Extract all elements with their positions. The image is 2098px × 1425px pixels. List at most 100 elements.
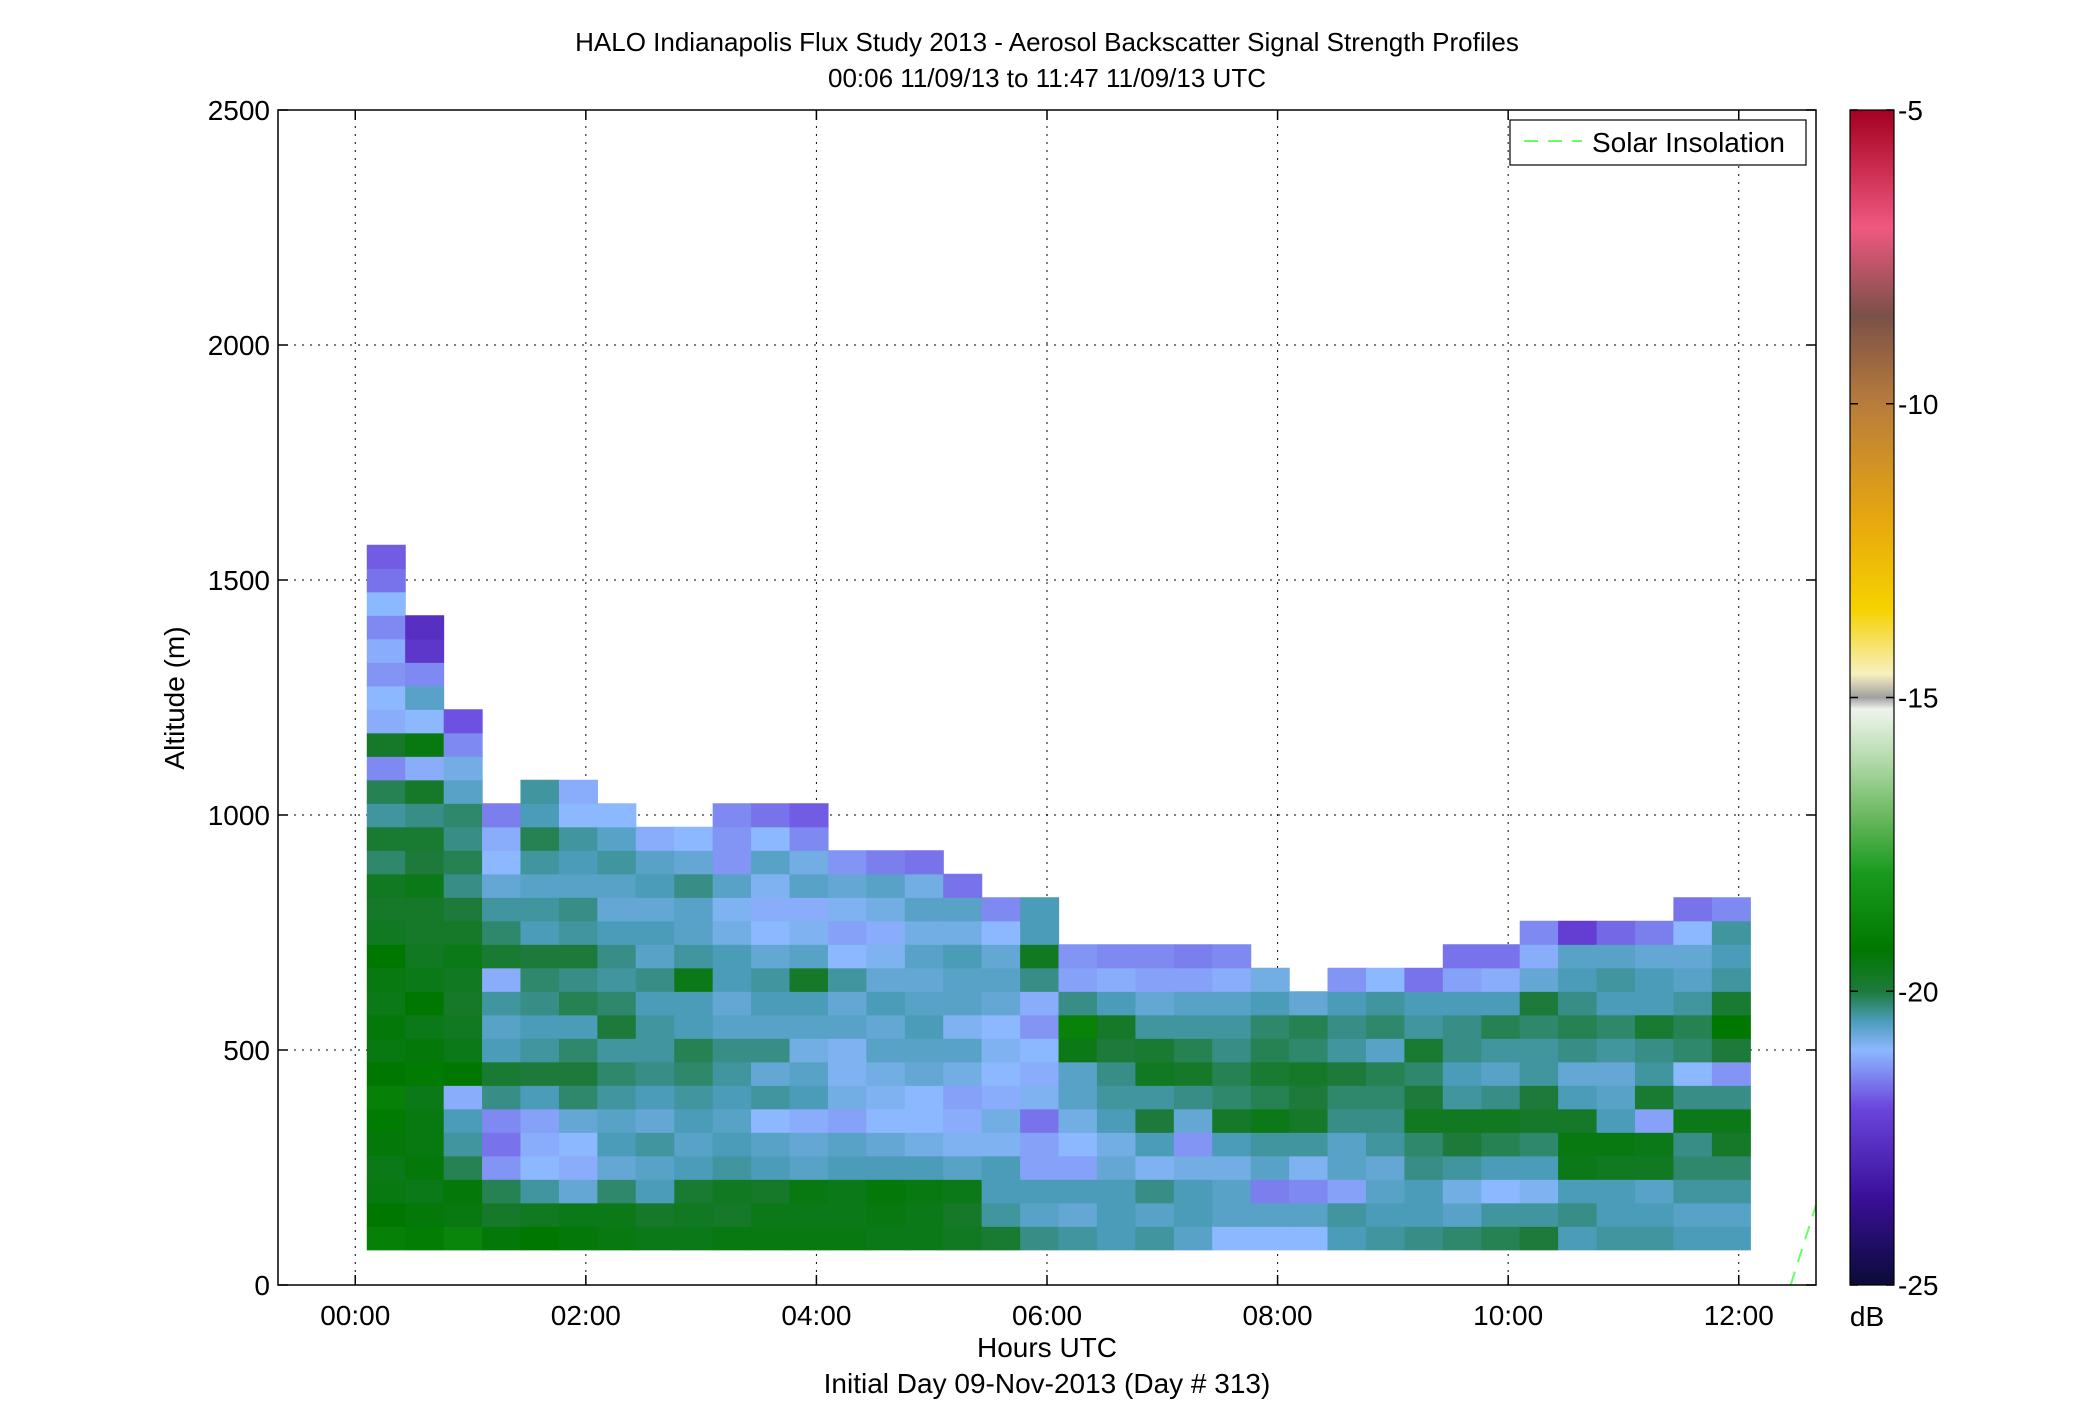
heatmap-cell [1250,1155,1290,1180]
heatmap-cell [558,1202,598,1227]
heatmap-cell [366,1202,406,1227]
heatmap-cell [443,1038,483,1063]
heatmap-cell [751,1226,791,1251]
heatmap-cell [366,568,406,593]
heatmap-cell [1404,1226,1444,1251]
heatmap-cell [443,1132,483,1157]
colorbar-tick-label: -15 [1898,683,1938,714]
heatmap-cell [751,1061,791,1086]
heatmap-cell [1596,1202,1636,1227]
heatmap-cell [866,1155,906,1180]
heatmap-cell [712,803,752,828]
heatmap-cell [635,1226,675,1251]
heatmap-cell [520,967,560,992]
heatmap-cell [866,850,906,875]
heatmap-cell [558,803,598,828]
heatmap-cell [405,1202,445,1227]
heatmap-cell [1173,1085,1213,1110]
heatmap-cell [1173,1038,1213,1063]
heatmap-cell [866,1132,906,1157]
heatmap-cell [1212,1226,1252,1251]
heatmap-cell [520,1038,560,1063]
heatmap-cell [674,850,714,875]
heatmap-cell [1020,1155,1060,1180]
heatmap-cell [904,1085,944,1110]
heatmap-cell [981,1155,1021,1180]
heatmap-cell [1096,1155,1136,1180]
heatmap-cell [1711,1014,1751,1039]
heatmap-cell [366,756,406,781]
heatmap-cell [712,1132,752,1157]
heatmap-cell [1634,967,1674,992]
heatmap-cell [366,826,406,851]
heatmap-cell [1634,1132,1674,1157]
heatmap-cell [1173,944,1213,969]
x-tick-label: 12:00 [1704,1300,1774,1331]
heatmap-cell [1558,1202,1598,1227]
heatmap-cell [1711,967,1751,992]
heatmap-cell [866,967,906,992]
heatmap-cell [1096,1061,1136,1086]
heatmap-cell [482,1179,522,1204]
heatmap-cell [405,991,445,1016]
heatmap-cell [482,944,522,969]
heatmap-cell [482,1061,522,1086]
heatmap-cell [520,897,560,922]
heatmap-cell [674,873,714,898]
heatmap-cell [1173,1108,1213,1133]
heatmap-cell [904,1014,944,1039]
heatmap-cell [366,850,406,875]
heatmap-cell [943,1179,983,1204]
heatmap-cell [1596,1085,1636,1110]
solar-insolation-line [1789,1204,1816,1285]
heatmap-cell [443,897,483,922]
heatmap-cell [1673,897,1713,922]
heatmap-cell [1135,1061,1175,1086]
heatmap-cell [482,1226,522,1251]
heatmap-cell [712,850,752,875]
legend: Solar Insolation [1509,119,1807,166]
heatmap-cell [405,1085,445,1110]
heatmap-cell [1673,1108,1713,1133]
heatmap-cell [520,873,560,898]
heatmap-cell [482,873,522,898]
heatmap-cell [674,991,714,1016]
heatmap-cell [789,1202,829,1227]
heatmap-cell [904,1202,944,1227]
heatmap-cell [1327,1038,1367,1063]
heatmap-cell [366,1132,406,1157]
heatmap-cell [1096,1108,1136,1133]
heatmap-cell [405,1061,445,1086]
heatmap-cell [635,1179,675,1204]
heatmap-cell [1020,1014,1060,1039]
heatmap-cell [558,944,598,969]
heatmap-cell [1519,991,1559,1016]
heatmap-cell [482,1014,522,1039]
heatmap-cell [1020,1108,1060,1133]
heatmap-cell [1250,1085,1290,1110]
heatmap-cell [1711,1226,1751,1251]
heatmap-cell [1135,1179,1175,1204]
heatmap-cell [1096,1179,1136,1204]
heatmap-cell [520,850,560,875]
heatmap-cell [635,1108,675,1133]
heatmap-cell [789,850,829,875]
heatmap-cell [904,1038,944,1063]
heatmap-cell [443,873,483,898]
heatmap-cell [1596,1226,1636,1251]
heatmap-cell [751,1132,791,1157]
heatmap-cell [366,615,406,640]
heatmap-cell [1096,1226,1136,1251]
heatmap-cell [1020,1085,1060,1110]
heatmap-cell [366,1038,406,1063]
heatmap-cell [1442,944,1482,969]
heatmap-cell [712,967,752,992]
heatmap-cell [1519,1085,1559,1110]
heatmap-cell [827,1179,867,1204]
heatmap-cell [1558,920,1598,945]
heatmap-cell [1634,1061,1674,1086]
heatmap-cell [1366,1061,1406,1086]
heatmap-cell [789,1014,829,1039]
heatmap-cell [1058,1226,1098,1251]
heatmap-cell [1481,1179,1521,1204]
